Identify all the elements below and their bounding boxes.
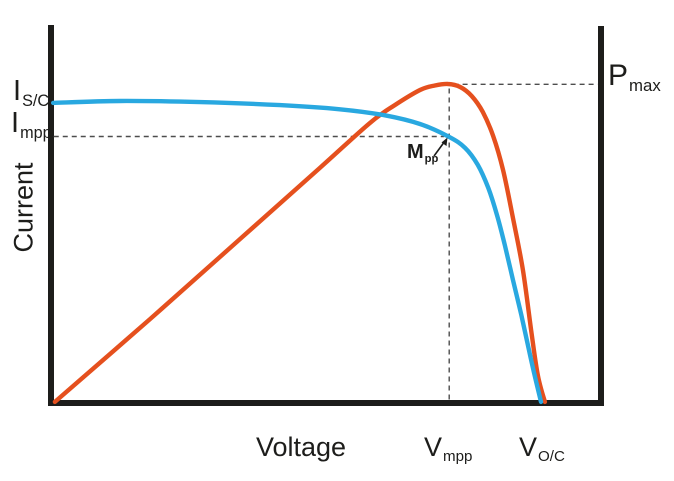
i-sc-tick-label: IS/C xyxy=(13,77,49,109)
v-oc-tick-label: VO/C xyxy=(519,432,565,466)
p-max-label: Pmax xyxy=(608,61,661,95)
iv-curve-path xyxy=(51,98,544,405)
m-pp-main: M xyxy=(407,141,424,163)
m-pp-sub: pp xyxy=(424,152,439,165)
v-mpp-tick-label: Vmpp xyxy=(424,432,473,466)
i-mpp-sub: mpp xyxy=(20,123,52,142)
i-mpp-main: I xyxy=(11,107,20,139)
v-oc-main: V xyxy=(519,432,538,462)
i-mpp-tick-label: Impp xyxy=(11,109,52,141)
y-axis-title: Current xyxy=(8,162,39,253)
p-max-sub: max xyxy=(629,75,661,95)
v-mpp-sub: mpp xyxy=(443,448,473,466)
v-oc-sub: O/C xyxy=(538,448,565,466)
p-max-main: P xyxy=(608,59,629,92)
v-mpp-main: V xyxy=(424,432,443,462)
i-sc-sub: S/C xyxy=(22,91,50,110)
i-sc-main: I xyxy=(13,75,22,107)
mpp-pointer-arrowhead xyxy=(441,137,448,146)
x-axis-title: Voltage xyxy=(255,432,347,462)
power-curve-path xyxy=(52,81,548,405)
m-pp-annotation-label: Mpp xyxy=(407,142,438,165)
